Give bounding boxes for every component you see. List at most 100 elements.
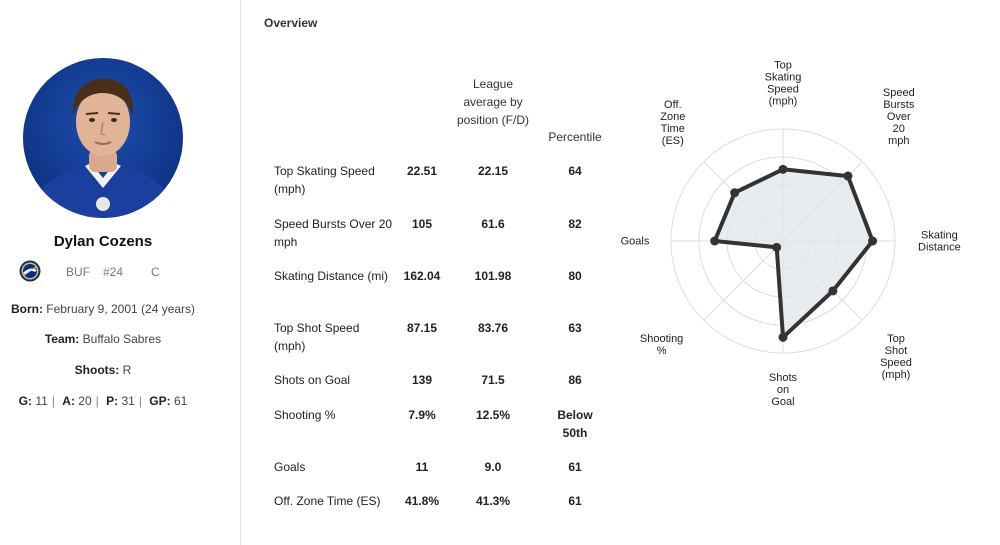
radar-axis-label: Goals [621, 236, 650, 248]
team-row: BUF #24 C [18, 260, 208, 282]
assists-value: 20 [78, 394, 92, 408]
radar-data-point [778, 164, 788, 174]
radar-data-point [843, 171, 853, 181]
team-value: Buffalo Sabres [82, 332, 162, 346]
player-photo-icon [33, 78, 173, 218]
percentile-radar-chart: Top Skating Speed (mph) Speed Bursts Over 20 mph… [610, 55, 990, 415]
row-pct-goals: 61 [568, 460, 582, 474]
row-label-off-zone-time: Off. Zone Time (ES) [274, 494, 381, 508]
radar-axis-label-line: Speed [880, 357, 912, 369]
radar-axis-label-line: 20 [893, 123, 905, 135]
radar-axis-label-line: Shooting [640, 333, 683, 345]
row-player-off-zone-time: 41.8% [404, 494, 440, 508]
radar-axis-label-line: Skating [765, 72, 802, 84]
player-position: C [151, 265, 160, 279]
stat-separator: | [138, 394, 142, 408]
player-name: Dylan Cozens [53, 233, 153, 250]
radar-axis-label-line: on [777, 384, 789, 396]
radar-axis-label-line: Time [661, 123, 685, 135]
league-average-header: League average by position (F/D) [456, 77, 530, 127]
radar-axis-label-line: Shot [885, 345, 908, 357]
radar-axis-label: Skating Distance [918, 230, 961, 254]
born-value: February 9, 2001 (24 years) [46, 302, 196, 316]
row-player-goals: 11 [415, 460, 429, 474]
radar-axis-label-line: Speed [883, 87, 915, 99]
radar-data-point [710, 236, 720, 246]
radar-axis-label-line: Goal [771, 396, 794, 408]
radar-data-point [730, 188, 740, 198]
radar-axis-label: Top Shot Speed (mph) [880, 333, 912, 381]
row-avg-top-skating-speed: 22.15 [477, 164, 509, 178]
row-label-shots-on-goal: Shots on Goal [274, 373, 351, 387]
row-avg-shooting-pct: 12.5% [475, 408, 511, 422]
team-info: Team: Buffalo Sabres [0, 332, 206, 346]
radar-axis-label-line: Top [774, 60, 792, 72]
goals-label: G: [18, 394, 32, 408]
row-avg-skating-distance: 101.98 [474, 269, 512, 283]
player-profile-panel: Dylan Cozens BUF #24 C Born: February 9,… [0, 0, 241, 545]
radar-axis-label-line: Shots [769, 372, 798, 384]
goals-value: 11 [35, 394, 48, 408]
born-info: Born: February 9, 2001 (24 years) [0, 302, 206, 316]
row-player-skating-distance: 162.04 [403, 269, 441, 283]
sabres-logo-icon [19, 260, 41, 282]
row-pct-top-shot-speed: 63 [568, 321, 582, 335]
row-pct-skating-distance: 80 [568, 269, 582, 283]
radar-axis-label-line: Speed [767, 84, 799, 96]
radar-axis-label: Shots on Goal [769, 372, 798, 408]
row-label-top-skating-speed: Top Skating Speed (mph) [274, 164, 375, 196]
born-label: Born: [10, 302, 43, 316]
row-player-top-skating-speed: 22.51 [406, 164, 438, 178]
radar-axis-label: Off. Zone Time (ES) [660, 99, 685, 147]
radar-axis-label-line: Over [887, 111, 911, 123]
games-played-value: 61 [173, 394, 188, 408]
row-player-speed-bursts: 105 [411, 217, 433, 231]
radar-data-point [868, 236, 878, 246]
radar-axis-label-line: Off. [664, 99, 682, 111]
points-label: P: [106, 394, 119, 408]
team-abbreviation: BUF [66, 265, 90, 279]
row-pct-shots-on-goal: 86 [568, 373, 582, 387]
radar-axis-label-line: Distance [918, 242, 961, 254]
row-player-shooting-pct: 7.9% [408, 408, 436, 422]
radar-axis-label: Top Skating Speed (mph) [765, 60, 802, 108]
radar-svg: Top Skating Speed (mph)Speed Bursts Over 20 mph… [621, 60, 961, 408]
radar-axis-label-line: (ES) [662, 135, 684, 147]
stat-separator: | [51, 394, 55, 408]
team-label: Team: [44, 332, 80, 346]
row-player-top-shot-speed: 87.15 [406, 321, 438, 335]
overview-title: Overview [264, 16, 318, 30]
row-label-goals: Goals [274, 460, 306, 474]
stat-separator: | [95, 394, 99, 408]
radar-data-point [772, 242, 782, 252]
assists-label: A: [62, 394, 75, 408]
row-player-shots-on-goal: 139 [411, 373, 433, 387]
radar-axis-label-line: mph [888, 135, 909, 147]
radar-axis-label: Shooting% [640, 333, 683, 357]
shoots-info: Shoots: R [0, 363, 206, 377]
shoots-label: Shoots: [74, 363, 120, 377]
games-played-label: GP: [149, 394, 171, 408]
radar-axis-label-line: Top [887, 333, 905, 345]
radar-axis-label-line: % [657, 345, 667, 357]
percentile-header: Percentile [548, 130, 602, 144]
radar-axis-label-line: Goals [621, 236, 650, 248]
row-label-shooting-pct: Shooting % [274, 408, 336, 422]
points-value: 31 [121, 394, 135, 408]
row-pct-speed-bursts: 82 [568, 217, 582, 231]
season-stats: G: 11 | A: 20 | P: 31 | GP: 61 [0, 394, 206, 408]
row-avg-top-shot-speed: 83.76 [477, 321, 509, 335]
radar-axis-label: Speed Bursts Over 20 mph [883, 87, 915, 147]
radar-axis-label-line: Skating [921, 230, 958, 242]
row-label-skating-distance: Skating Distance (mi) [274, 269, 389, 283]
radar-data-point [778, 332, 788, 342]
row-avg-goals: 9.0 [484, 460, 502, 474]
radar-axis-label-line: (mph) [769, 96, 798, 108]
radar-spoke [703, 240, 784, 321]
row-avg-off-zone-time: 41.3% [475, 494, 511, 508]
row-pct-top-skating-speed: 64 [568, 164, 582, 178]
radar-axis-label-line: Bursts [883, 99, 915, 111]
shoots-value: R [122, 363, 132, 377]
row-avg-speed-bursts: 61.6 [481, 217, 505, 231]
row-label-speed-bursts: Speed Bursts Over 20 mph [274, 217, 393, 249]
